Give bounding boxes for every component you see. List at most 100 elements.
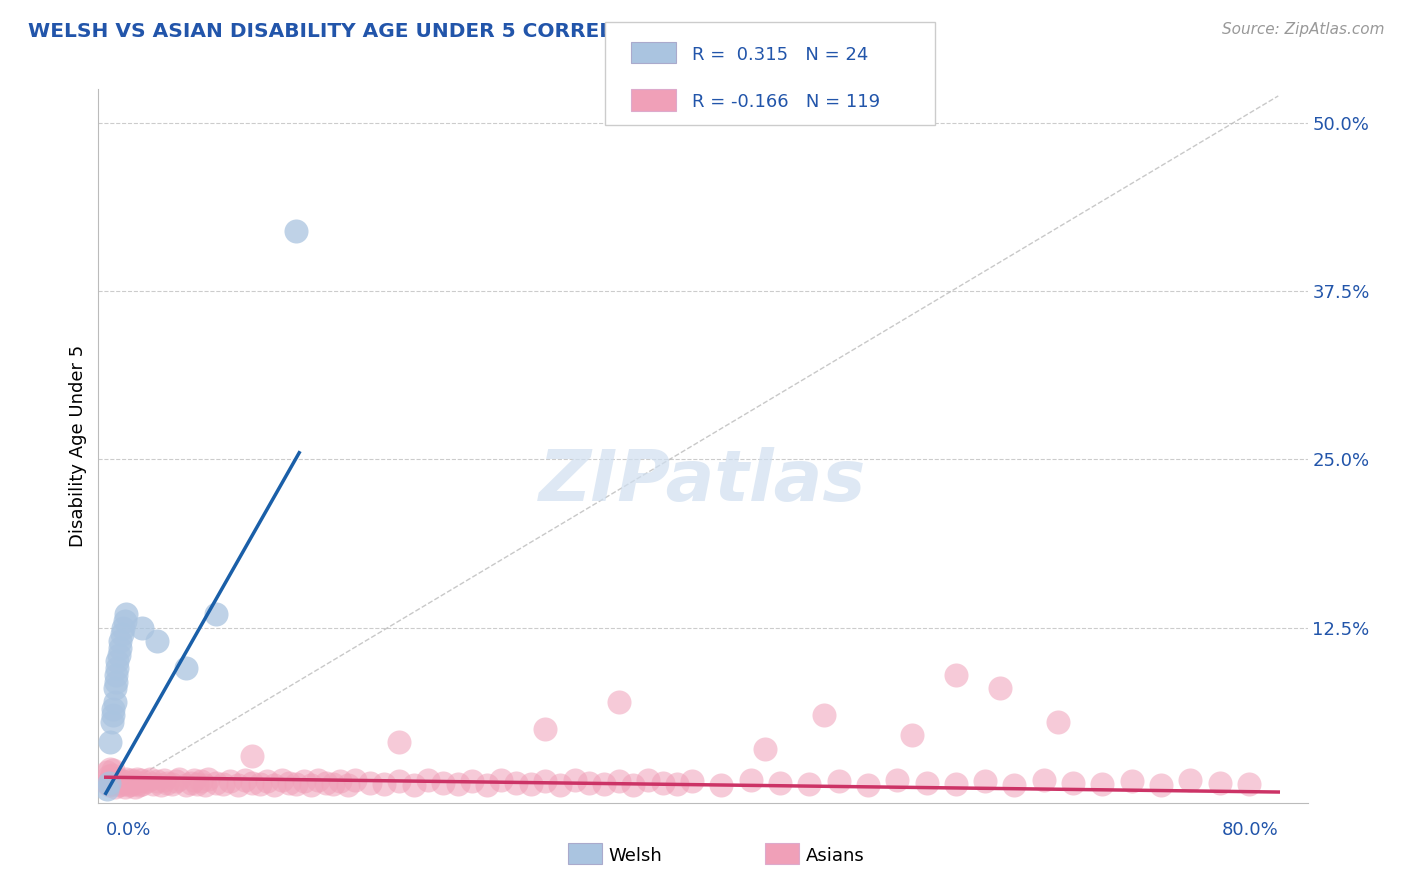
- Point: [564, 772, 586, 787]
- Point: [142, 777, 165, 791]
- Point: [240, 748, 263, 763]
- Point: [103, 780, 125, 794]
- Point: [249, 777, 271, 791]
- Point: [402, 778, 425, 792]
- Text: R =  0.315   N = 24: R = 0.315 N = 24: [692, 45, 868, 63]
- Point: [107, 655, 129, 669]
- Point: [373, 777, 395, 791]
- Point: [183, 772, 205, 787]
- Point: [105, 674, 128, 689]
- Point: [886, 772, 908, 787]
- Point: [110, 772, 132, 787]
- Point: [769, 775, 792, 789]
- Point: [285, 223, 308, 237]
- Point: [475, 778, 498, 792]
- Point: [1150, 778, 1173, 792]
- Point: [197, 772, 219, 786]
- Point: [115, 607, 138, 622]
- Point: [112, 774, 135, 789]
- Point: [156, 775, 179, 789]
- Point: [110, 640, 132, 655]
- Point: [666, 777, 689, 791]
- Point: [135, 774, 157, 789]
- Point: [322, 777, 344, 791]
- Text: Welsh: Welsh: [609, 847, 662, 864]
- Point: [856, 778, 879, 792]
- Point: [710, 778, 733, 792]
- Point: [343, 772, 366, 787]
- Point: [124, 780, 146, 794]
- Point: [108, 648, 131, 662]
- Point: [120, 772, 142, 787]
- Point: [388, 774, 411, 789]
- Point: [901, 729, 924, 743]
- Point: [637, 772, 659, 787]
- Point: [548, 778, 571, 792]
- Point: [974, 774, 997, 789]
- Point: [97, 778, 120, 792]
- Point: [194, 778, 217, 792]
- Point: [101, 774, 124, 789]
- Point: [176, 778, 198, 792]
- Point: [240, 775, 263, 789]
- Point: [534, 722, 557, 736]
- Point: [98, 735, 121, 749]
- Point: [418, 772, 440, 787]
- Point: [153, 772, 176, 787]
- Point: [115, 772, 138, 786]
- Point: [593, 777, 616, 791]
- Point: [100, 777, 122, 791]
- Point: [160, 777, 183, 791]
- Point: [97, 769, 120, 783]
- Point: [945, 777, 967, 791]
- Point: [150, 778, 173, 792]
- Point: [307, 772, 329, 787]
- Point: [315, 775, 337, 789]
- Point: [146, 634, 169, 648]
- Point: [122, 774, 145, 789]
- Point: [100, 767, 122, 781]
- Point: [118, 778, 141, 792]
- Text: Source: ZipAtlas.com: Source: ZipAtlas.com: [1222, 22, 1385, 37]
- Point: [1047, 714, 1070, 729]
- Point: [101, 764, 124, 778]
- Point: [97, 775, 120, 789]
- Point: [263, 778, 285, 792]
- Point: [915, 775, 938, 789]
- Point: [607, 695, 630, 709]
- Point: [103, 681, 125, 696]
- Point: [180, 775, 202, 789]
- Point: [112, 621, 135, 635]
- Point: [121, 777, 143, 791]
- Point: [336, 778, 359, 792]
- Point: [827, 774, 849, 789]
- Text: ZIPatlas: ZIPatlas: [540, 447, 866, 516]
- Point: [1032, 772, 1054, 787]
- Point: [578, 775, 600, 789]
- Point: [110, 634, 132, 648]
- Point: [359, 775, 381, 789]
- Point: [131, 777, 153, 791]
- Text: R = -0.166   N = 119: R = -0.166 N = 119: [692, 93, 880, 111]
- Point: [125, 772, 148, 786]
- Point: [98, 772, 121, 787]
- Point: [128, 778, 150, 792]
- Point: [100, 714, 122, 729]
- Point: [138, 772, 160, 786]
- Point: [108, 778, 131, 792]
- Point: [103, 695, 125, 709]
- Point: [226, 778, 249, 792]
- Text: 80.0%: 80.0%: [1222, 821, 1278, 838]
- Point: [988, 681, 1011, 696]
- Point: [256, 774, 278, 789]
- Point: [520, 777, 543, 791]
- Point: [96, 764, 118, 779]
- Point: [107, 661, 129, 675]
- Point: [1004, 778, 1026, 792]
- Point: [146, 774, 169, 789]
- Point: [1180, 772, 1202, 787]
- Point: [329, 774, 352, 789]
- Point: [1121, 774, 1143, 789]
- Point: [681, 774, 703, 789]
- Point: [111, 777, 134, 791]
